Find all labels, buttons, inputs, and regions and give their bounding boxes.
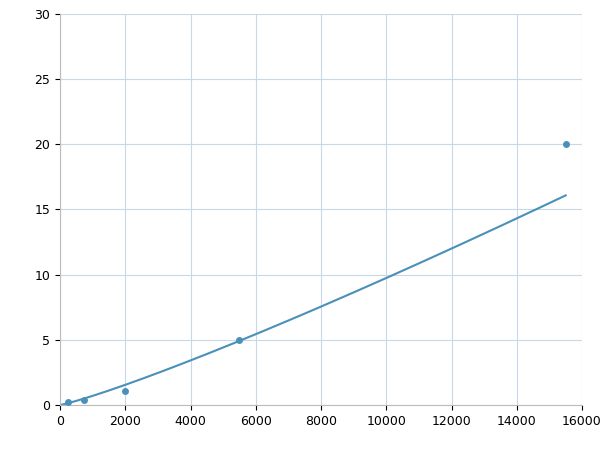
Point bbox=[80, 396, 89, 403]
Point bbox=[64, 399, 73, 406]
Point bbox=[561, 140, 571, 148]
Point bbox=[235, 336, 244, 343]
Point bbox=[121, 387, 130, 394]
